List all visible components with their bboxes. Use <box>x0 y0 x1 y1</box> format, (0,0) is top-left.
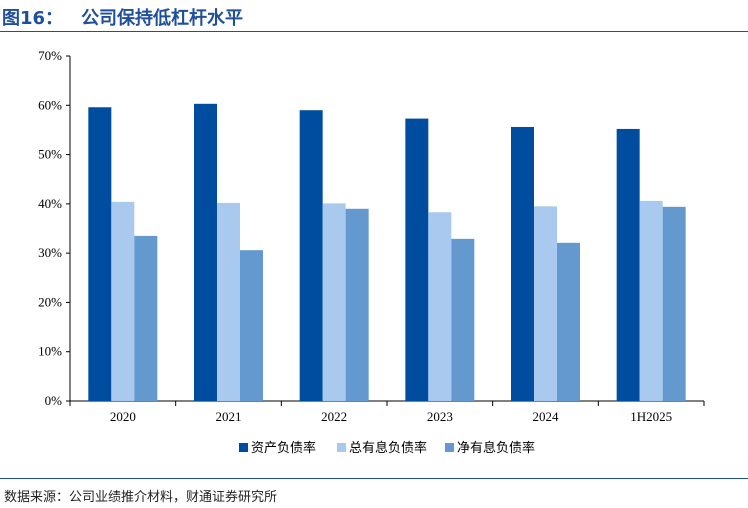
bar-chart: 0% 10% 20% 30% 40% 50% 60% 70% 2020 2021 2022 2023 2… <box>38 48 705 456</box>
x-tick-label: 1H2025 <box>630 409 672 424</box>
bar-2-2020 <box>111 201 135 401</box>
bar-3-2020 <box>134 235 158 401</box>
y-tick-label: 30% <box>38 245 62 260</box>
bar-2-2023 <box>428 212 452 401</box>
figure-title: 图16： 公司保持低杠杆水平 <box>2 4 243 30</box>
bar-3-2023 <box>451 238 475 401</box>
x-tick-label: 2020 <box>110 409 136 424</box>
y-tick-label: 50% <box>38 147 62 162</box>
top-rule <box>0 31 748 32</box>
bar-1-2022 <box>299 110 323 401</box>
x-tick-label: 2021 <box>216 409 242 424</box>
bottom-rule <box>0 478 748 479</box>
x-tick-label: 2023 <box>427 409 453 424</box>
legend-swatch-1 <box>239 443 248 452</box>
y-tick-label: 40% <box>38 196 62 211</box>
legend-swatch-2 <box>337 443 346 452</box>
legend-swatch-3 <box>445 443 454 452</box>
bar-2-2022 <box>322 203 346 401</box>
y-tick-label: 20% <box>38 294 62 309</box>
bar-3-2024 <box>557 242 580 401</box>
x-tick-label: 2024 <box>533 409 560 424</box>
y-tick-label: 0% <box>45 393 63 408</box>
bar-1-2023 <box>405 118 429 401</box>
bar-1-2024 <box>511 126 534 401</box>
legend-label-2: 总有息负债率 <box>349 440 427 456</box>
bar-3-2021 <box>240 250 263 401</box>
bar-1-2021 <box>194 103 217 402</box>
legend-label-3: 净有息负债率 <box>457 440 535 456</box>
bar-2-2024 <box>534 206 557 401</box>
x-tick-label: 2022 <box>321 409 347 424</box>
figure-number: 图16： <box>2 8 64 29</box>
y-tick-label: 10% <box>38 344 62 359</box>
source-note: 数据来源：公司业绩推介材料，财通证券研究所 <box>4 490 278 505</box>
bar-1-2020 <box>88 107 112 401</box>
y-tick-label: 70% <box>38 48 62 63</box>
bar-2-1h2025 <box>639 200 663 401</box>
bar-3-2022 <box>345 208 369 401</box>
bar-1-1h2025 <box>616 128 640 401</box>
legend-label-1: 资产负债率 <box>251 440 316 456</box>
bar-3-1h2025 <box>662 206 686 401</box>
y-tick-label: 60% <box>38 97 62 112</box>
bar-2-2021 <box>217 202 240 401</box>
figure-title-text: 公司保持低杠杆水平 <box>81 8 244 29</box>
